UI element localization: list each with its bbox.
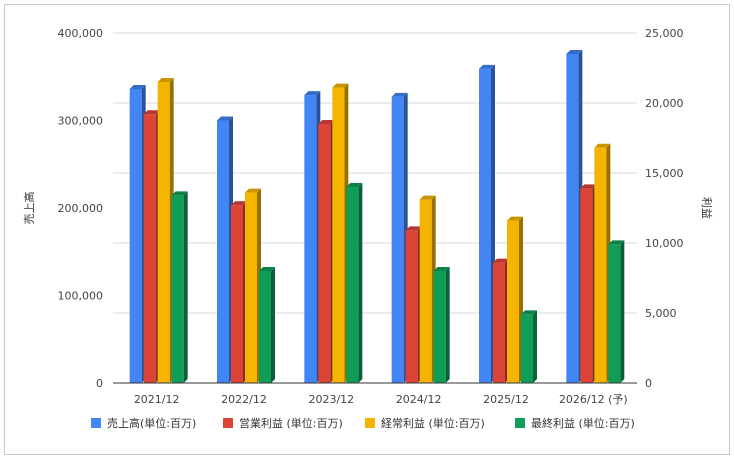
bar: [419, 199, 432, 383]
bar-top-face: [566, 50, 583, 54]
y-right-axis-title: 利益: [700, 197, 714, 219]
legend-label: 営業利益 (単位:百万): [239, 416, 343, 430]
y-right-tick-label: 25,000: [645, 27, 684, 40]
bar-top-face: [419, 195, 436, 200]
bar-side-face: [533, 310, 537, 383]
bar: [157, 82, 170, 383]
bar-top-face: [143, 110, 160, 115]
bar-top-face: [318, 120, 335, 124]
bar: [608, 244, 621, 383]
y-left-tick-label: 400,000: [58, 27, 104, 40]
bar: [129, 89, 142, 383]
bar-top-face: [259, 267, 275, 271]
bar-side-face: [445, 267, 450, 383]
bar: [521, 314, 533, 383]
bar: [479, 68, 491, 383]
x-tick-label: 2025/12: [483, 393, 529, 406]
x-tick-label: 2026/12 (予): [559, 393, 628, 406]
y-left-axis-title: 売上高: [22, 192, 36, 225]
bar-top-face: [157, 78, 174, 82]
bar: [332, 87, 345, 383]
bar-top-face: [304, 91, 321, 96]
bar-side-face: [271, 267, 275, 383]
legend-swatch: [91, 418, 101, 428]
bar: [171, 195, 184, 383]
y-left-tick-label: 100,000: [58, 290, 104, 303]
bar: [391, 96, 404, 383]
y-right-tick-label: 5,000: [645, 307, 677, 320]
bar: [433, 271, 446, 383]
bar: [566, 54, 579, 383]
bar: [405, 230, 418, 383]
bar-top-face: [217, 116, 233, 121]
bar-top-face: [245, 188, 261, 193]
y-right-tick-label: 0: [645, 377, 652, 390]
legend-swatch: [515, 418, 525, 428]
bar-top-face: [171, 191, 188, 196]
bar-top-face: [507, 216, 523, 221]
y-left-tick-label: 300,000: [58, 115, 104, 128]
bar: [493, 262, 505, 383]
bar-top-face: [231, 201, 247, 206]
bar-top-face: [433, 267, 450, 271]
chart-container: 0 100,000 200,000 300,000 400,000 0 5,000 10,00…: [4, 4, 730, 455]
bar-top-face: [391, 92, 408, 97]
y-right-tick-label: 15,000: [645, 167, 684, 180]
x-tick-label: 2021/12: [134, 393, 180, 406]
bar-top-face: [332, 83, 349, 88]
bar-top-face: [594, 143, 611, 148]
legend-label: 売上高(単位:百万): [107, 416, 196, 430]
legend-swatch: [365, 418, 375, 428]
bar-top-face: [346, 183, 363, 187]
bar: [259, 271, 271, 383]
bar-side-face: [183, 191, 188, 383]
bar-top-face: [479, 64, 495, 69]
x-tick-label: 2023/12: [308, 393, 354, 406]
bar-top-face: [608, 240, 625, 245]
x-tick-label: 2022/12: [221, 393, 267, 406]
bar-top-face: [580, 184, 597, 189]
bar: [231, 205, 243, 383]
legend-swatch: [223, 418, 233, 428]
bar: [143, 114, 156, 383]
bar-side-face: [358, 183, 363, 383]
bar: [594, 147, 607, 383]
y-right-tick-label: 20,000: [645, 97, 684, 110]
bar: [507, 220, 519, 383]
x-tick-label: 2024/12: [396, 393, 442, 406]
bar: [245, 192, 257, 383]
y-right-tick-label: 10,000: [645, 237, 684, 250]
legend-label: 最終利益 (単位:百万): [531, 416, 635, 430]
y-left-tick-label: 200,000: [58, 202, 104, 215]
combo-bar-chart: 0 100,000 200,000 300,000 400,000 0 5,000 10,00…: [22, 27, 714, 430]
bar-side-face: [620, 240, 625, 383]
bar: [217, 120, 229, 383]
bar-top-face: [521, 310, 537, 315]
bar-top-face: [493, 258, 509, 263]
bar: [304, 95, 317, 383]
bar: [346, 187, 359, 383]
bar: [580, 188, 593, 383]
bar-top-face: [129, 85, 146, 89]
bar: [318, 124, 331, 383]
legend-label: 経常利益 (単位:百万): [381, 416, 485, 430]
bar-top-face: [405, 226, 422, 231]
y-left-tick-label: 0: [96, 377, 103, 390]
